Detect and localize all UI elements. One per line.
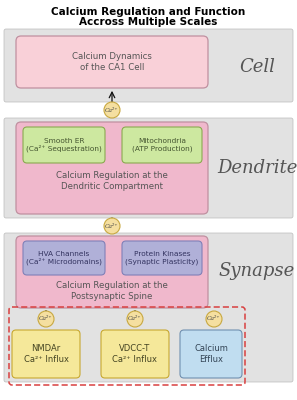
FancyBboxPatch shape — [16, 36, 208, 88]
FancyBboxPatch shape — [16, 122, 208, 214]
Text: Ca²⁺: Ca²⁺ — [105, 224, 119, 228]
Text: Synapse: Synapse — [219, 262, 295, 280]
FancyBboxPatch shape — [12, 330, 80, 378]
Text: VDCC-T
Ca²⁺ Influx: VDCC-T Ca²⁺ Influx — [113, 344, 157, 364]
Text: Ca²⁺: Ca²⁺ — [128, 316, 142, 322]
Circle shape — [104, 218, 120, 234]
FancyBboxPatch shape — [16, 236, 208, 308]
Text: Protein Kinases
(Synaptic Plasticity): Protein Kinases (Synaptic Plasticity) — [125, 251, 199, 265]
FancyBboxPatch shape — [180, 330, 242, 378]
Text: NMDAr
Ca²⁺ Influx: NMDAr Ca²⁺ Influx — [23, 344, 69, 364]
Text: HVA Channels
(Ca²⁺ Microdomains): HVA Channels (Ca²⁺ Microdomains) — [26, 251, 102, 265]
FancyBboxPatch shape — [23, 127, 105, 163]
FancyBboxPatch shape — [23, 241, 105, 275]
FancyBboxPatch shape — [4, 233, 293, 382]
Text: Ca²⁺: Ca²⁺ — [105, 108, 119, 112]
Circle shape — [38, 311, 54, 327]
FancyBboxPatch shape — [122, 241, 202, 275]
Text: Smooth ER
(Ca²⁺ Sequestration): Smooth ER (Ca²⁺ Sequestration) — [26, 138, 102, 152]
Circle shape — [104, 102, 120, 118]
Text: Calcium
Efflux: Calcium Efflux — [194, 344, 228, 364]
Text: Cell: Cell — [239, 58, 275, 76]
Text: Calcium Dynamics
of the CA1 Cell: Calcium Dynamics of the CA1 Cell — [72, 52, 152, 72]
FancyBboxPatch shape — [4, 29, 293, 102]
Text: Ca²⁺: Ca²⁺ — [39, 316, 53, 322]
Text: Ca²⁺: Ca²⁺ — [207, 316, 221, 322]
Text: Calcium Regulation at the
Postsynaptic Spine: Calcium Regulation at the Postsynaptic S… — [56, 281, 168, 301]
FancyBboxPatch shape — [122, 127, 202, 163]
Text: Calcium Regulation at the
Dendritic Compartment: Calcium Regulation at the Dendritic Comp… — [56, 171, 168, 191]
FancyBboxPatch shape — [4, 118, 293, 218]
Circle shape — [127, 311, 143, 327]
Text: Calcium Regulation and Function: Calcium Regulation and Function — [51, 7, 245, 17]
Circle shape — [206, 311, 222, 327]
Text: Mitochondria
(ATP Production): Mitochondria (ATP Production) — [132, 138, 192, 152]
Text: Accross Multiple Scales: Accross Multiple Scales — [79, 17, 217, 27]
Text: Dendrite: Dendrite — [217, 159, 297, 177]
FancyBboxPatch shape — [101, 330, 169, 378]
